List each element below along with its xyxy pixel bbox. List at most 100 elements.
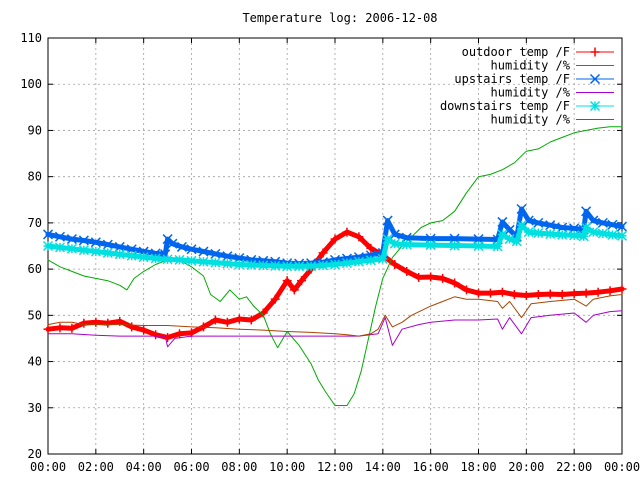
data-point bbox=[533, 228, 544, 239]
data-point bbox=[581, 222, 592, 233]
x-tick-label: 08:00 bbox=[221, 460, 257, 474]
data-point bbox=[545, 220, 556, 231]
data-point bbox=[151, 330, 161, 340]
y-tick-label: 20 bbox=[28, 447, 42, 461]
data-point bbox=[102, 247, 113, 258]
data-point bbox=[163, 333, 173, 343]
data-point bbox=[162, 254, 173, 265]
data-point bbox=[234, 259, 245, 270]
data-point bbox=[557, 290, 567, 300]
series-line-1 bbox=[47, 126, 623, 406]
data-point bbox=[616, 221, 628, 232]
data-point bbox=[557, 229, 568, 240]
data-point bbox=[127, 322, 137, 332]
legend-marker bbox=[589, 100, 601, 112]
series-line-3 bbox=[47, 310, 623, 348]
data-point bbox=[175, 329, 185, 339]
x-tick-label: 22:00 bbox=[556, 460, 592, 474]
y-tick-label: 70 bbox=[28, 216, 42, 230]
data-point bbox=[569, 230, 580, 241]
data-point bbox=[306, 261, 317, 272]
x-tick-label: 18:00 bbox=[460, 460, 496, 474]
data-point bbox=[42, 229, 54, 240]
x-tick-label: 12:00 bbox=[317, 460, 353, 474]
data-point bbox=[449, 240, 460, 251]
data-point bbox=[282, 276, 292, 286]
data-point bbox=[342, 227, 352, 237]
data-point bbox=[557, 222, 568, 233]
data-point bbox=[329, 259, 341, 270]
data-point bbox=[67, 323, 77, 333]
x-tick-label: 00:00 bbox=[30, 460, 66, 474]
y-tick-label: 60 bbox=[28, 262, 42, 276]
data-point bbox=[607, 219, 618, 230]
data-point bbox=[450, 278, 460, 288]
x-tick-label: 10:00 bbox=[269, 460, 305, 474]
data-point bbox=[54, 231, 65, 242]
data-point bbox=[426, 272, 436, 282]
data-point bbox=[523, 215, 534, 226]
data-point bbox=[318, 260, 329, 271]
data-point bbox=[462, 285, 472, 295]
data-point bbox=[91, 317, 101, 327]
legend-label: outdoor temp /F bbox=[462, 45, 570, 59]
data-point bbox=[497, 287, 507, 297]
data-point bbox=[593, 287, 603, 297]
data-point bbox=[597, 228, 608, 239]
data-point bbox=[504, 234, 515, 245]
y-tick-label: 110 bbox=[20, 31, 42, 45]
data-point bbox=[222, 317, 232, 327]
data-point bbox=[78, 245, 89, 256]
data-point bbox=[139, 325, 149, 335]
data-point bbox=[382, 215, 393, 226]
data-point bbox=[297, 276, 307, 286]
data-point bbox=[138, 252, 149, 263]
data-point bbox=[246, 259, 257, 270]
data-point bbox=[103, 318, 113, 328]
data-point bbox=[569, 289, 579, 299]
data-point bbox=[474, 288, 483, 298]
data-point bbox=[390, 259, 400, 269]
data-point bbox=[42, 240, 54, 252]
data-point bbox=[114, 241, 125, 252]
data-point bbox=[341, 258, 352, 269]
data-point bbox=[492, 241, 503, 252]
data-point bbox=[270, 294, 280, 304]
data-point bbox=[282, 261, 293, 272]
data-point bbox=[90, 246, 101, 257]
data-point bbox=[511, 236, 522, 247]
data-point bbox=[210, 315, 220, 325]
data-point bbox=[126, 250, 137, 261]
data-point bbox=[485, 288, 495, 298]
data-point bbox=[521, 290, 531, 300]
data-point bbox=[258, 260, 269, 271]
legend-label: upstairs temp /F bbox=[454, 72, 570, 86]
data-point bbox=[509, 290, 519, 300]
data-point bbox=[425, 240, 436, 251]
data-point bbox=[174, 254, 185, 265]
data-point bbox=[389, 238, 400, 249]
data-point bbox=[597, 217, 608, 228]
y-tick-label: 90 bbox=[28, 123, 42, 137]
data-point bbox=[66, 243, 77, 254]
data-point bbox=[377, 253, 388, 264]
data-point bbox=[516, 203, 527, 215]
data-point bbox=[353, 256, 364, 267]
data-point bbox=[473, 240, 484, 252]
x-tick-label: 04:00 bbox=[126, 460, 162, 474]
data-point bbox=[167, 238, 178, 249]
data-point bbox=[186, 255, 197, 266]
x-tick-label: 14:00 bbox=[365, 460, 401, 474]
legend-marker bbox=[590, 47, 600, 57]
data-point bbox=[289, 285, 299, 295]
data-point bbox=[402, 266, 412, 276]
data-point bbox=[607, 229, 618, 240]
data-point bbox=[198, 256, 209, 267]
legend-marker bbox=[589, 73, 601, 85]
data-point bbox=[365, 255, 376, 266]
x-tick-label: 06:00 bbox=[173, 460, 209, 474]
data-point bbox=[210, 248, 221, 259]
x-tick-label: 02:00 bbox=[78, 460, 114, 474]
